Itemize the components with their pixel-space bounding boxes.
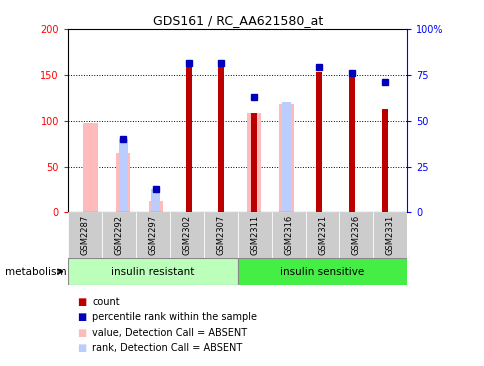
Bar [218, 63, 224, 212]
Bar [151, 190, 160, 212]
Text: rank, Detection Call = ABSENT: rank, Detection Call = ABSENT [92, 343, 242, 353]
Bar [116, 153, 130, 212]
Bar [185, 64, 191, 212]
Text: insulin resistant: insulin resistant [111, 267, 194, 277]
Text: GSM2321: GSM2321 [318, 214, 326, 255]
Bar [119, 139, 127, 212]
Text: GSM2326: GSM2326 [351, 214, 360, 255]
Bar [305, 212, 339, 258]
Text: ■: ■ [77, 343, 87, 353]
Bar [68, 212, 102, 258]
Bar [279, 104, 293, 212]
Bar [203, 212, 237, 258]
Text: percentile rank within the sample: percentile rank within the sample [92, 312, 257, 322]
Bar [83, 123, 97, 212]
Text: GSM2297: GSM2297 [148, 214, 157, 255]
Bar [251, 113, 257, 212]
Bar [381, 109, 387, 212]
Title: GDS161 / RC_AA621580_at: GDS161 / RC_AA621580_at [152, 14, 322, 27]
Bar [373, 212, 407, 258]
Bar [271, 212, 305, 258]
Text: GSM2287: GSM2287 [80, 214, 89, 255]
Text: GSM2307: GSM2307 [216, 214, 225, 255]
Text: GSM2311: GSM2311 [250, 214, 258, 255]
Text: GSM2316: GSM2316 [284, 214, 292, 255]
Bar [169, 212, 203, 258]
Text: ■: ■ [77, 328, 87, 338]
Text: value, Detection Call = ABSENT: value, Detection Call = ABSENT [92, 328, 247, 338]
Text: GSM2331: GSM2331 [385, 214, 394, 255]
Text: metabolism: metabolism [5, 266, 66, 277]
Text: GSM2292: GSM2292 [114, 214, 123, 255]
Text: ■: ■ [77, 297, 87, 307]
Text: ■: ■ [77, 312, 87, 322]
Bar [316, 72, 322, 212]
Bar [282, 102, 291, 212]
Bar [149, 201, 163, 212]
Bar [348, 75, 354, 212]
Bar [237, 258, 407, 285]
Bar [102, 212, 136, 258]
Bar [237, 212, 271, 258]
Text: insulin sensitive: insulin sensitive [280, 267, 364, 277]
Text: GSM2302: GSM2302 [182, 214, 191, 255]
Bar [246, 113, 261, 212]
Bar [339, 212, 373, 258]
Text: count: count [92, 297, 120, 307]
Bar [136, 212, 169, 258]
Bar [68, 258, 237, 285]
